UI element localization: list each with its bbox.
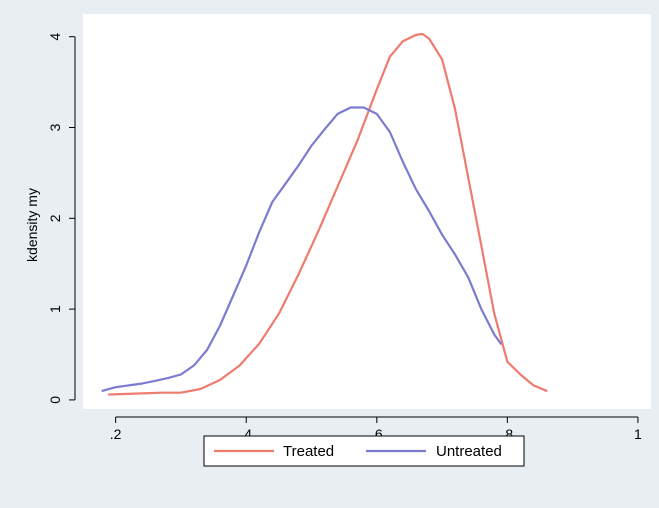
legend-label-untreated: Untreated	[436, 443, 502, 460]
plot-area	[83, 14, 651, 409]
series-line-untreated	[101, 106, 502, 392]
y-tick-label: 4	[47, 33, 63, 41]
x-tick-label: .4	[240, 426, 252, 442]
legend: Treated Untreated	[203, 435, 525, 467]
legend-label-treated: Treated	[283, 443, 334, 460]
series-line-treated	[107, 32, 548, 396]
x-tick-label: 1	[634, 426, 642, 442]
y-tick-label: 0	[47, 396, 63, 404]
y-axis-title: kdensity my	[24, 188, 40, 262]
series-lines	[101, 32, 548, 396]
y-tick-label: 1	[47, 305, 63, 313]
y-tick-label: 3	[47, 123, 63, 131]
axes: 0 1 2 3 4 .2 .4 .6 .8 1	[47, 33, 642, 442]
x-tick-label: .2	[110, 426, 122, 442]
y-tick-label: 2	[47, 214, 63, 222]
x-tick-label: .6	[371, 426, 383, 442]
x-tick-label: .8	[502, 426, 514, 442]
